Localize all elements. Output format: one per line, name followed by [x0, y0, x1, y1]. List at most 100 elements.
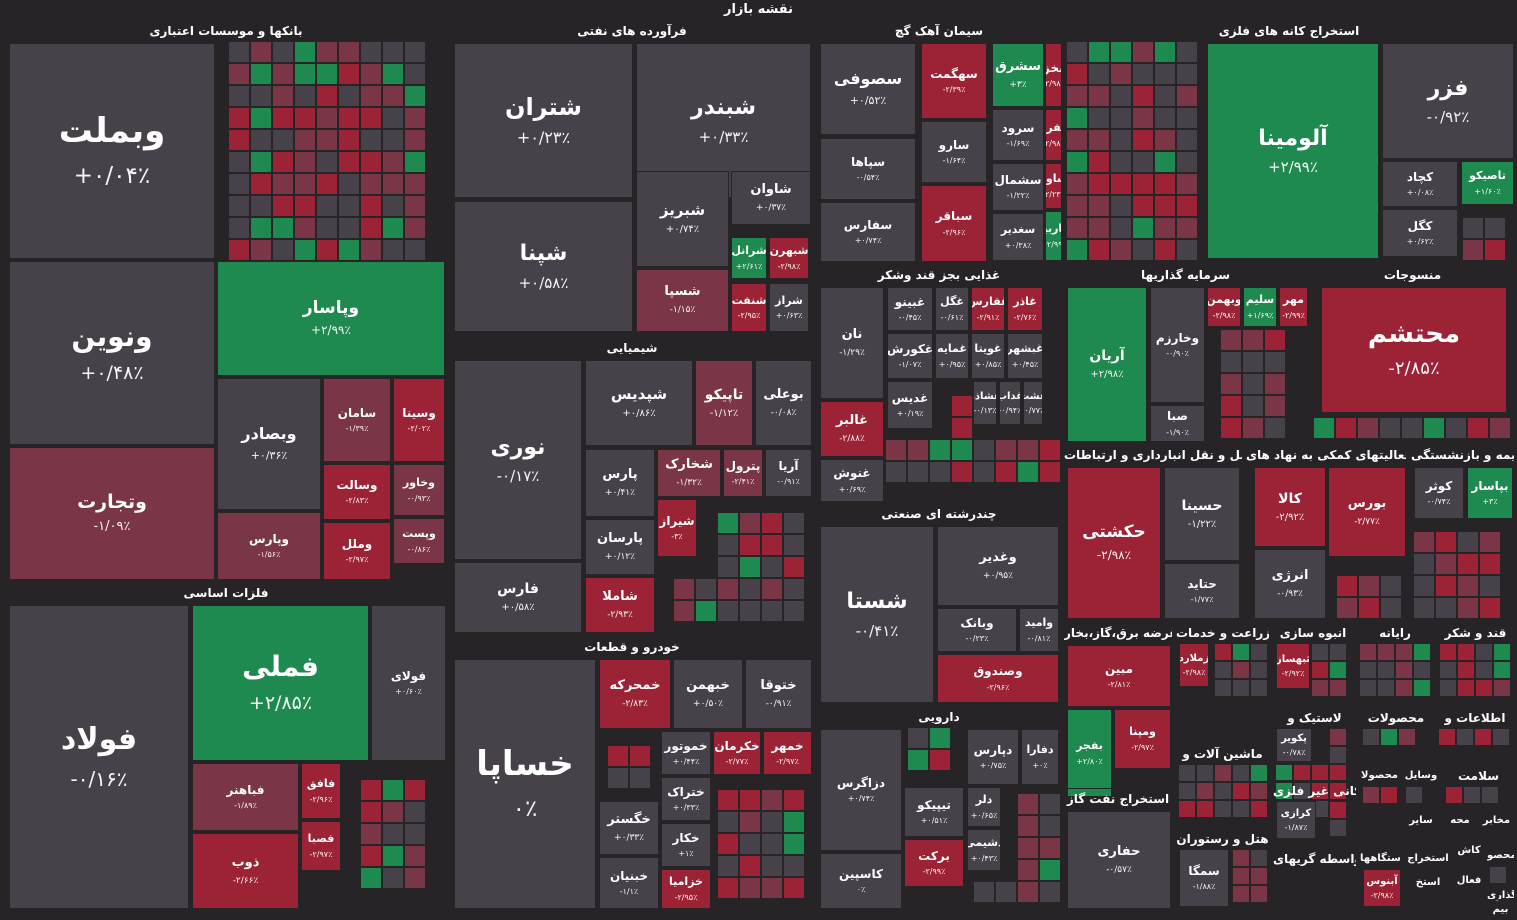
filler-tile[interactable] — [228, 41, 250, 63]
filler-tile[interactable] — [1293, 782, 1311, 800]
filler-tile[interactable] — [907, 439, 929, 461]
stock-tile[interactable]: خساپا ۰٪ — [454, 659, 596, 909]
filler-tile[interactable] — [272, 41, 294, 63]
stock-tile[interactable]: شستا -۰/۴۱٪ — [820, 526, 934, 703]
sector-34[interactable]: واسطه گریهای — [1272, 848, 1357, 870]
filler-tile[interactable] — [1176, 195, 1198, 217]
filler-tile[interactable] — [783, 600, 805, 622]
sector-9[interactable]: سرمایه گذاریها آریان +۲/۹۸٪ وبهمن -۲/۹۸٪ سلیم… — [1063, 264, 1308, 442]
filler-tile[interactable] — [250, 85, 272, 107]
stock-tile[interactable]: محتشم -۲/۸۵٪ — [1321, 287, 1507, 413]
filler-tile[interactable] — [1088, 107, 1110, 129]
filler-tile[interactable] — [382, 845, 404, 867]
filler-tile[interactable] — [228, 107, 250, 129]
filler-tile[interactable] — [382, 239, 404, 261]
filler-tile[interactable] — [717, 877, 739, 899]
filler-tile[interactable] — [1154, 41, 1176, 63]
stock-tile[interactable]: آبنوس -۲/۹۸٪ — [1363, 869, 1401, 907]
filler-tile[interactable] — [1457, 643, 1475, 661]
filler-tile[interactable] — [1413, 531, 1435, 553]
filler-tile[interactable] — [250, 217, 272, 239]
filler-tile[interactable] — [1264, 329, 1286, 351]
filler-tile[interactable] — [1017, 461, 1039, 483]
filler-tile[interactable] — [1462, 217, 1484, 239]
stock-tile[interactable]: دفارا +۰٪ — [1021, 729, 1059, 785]
filler-tile[interactable] — [1066, 173, 1088, 195]
filler-tile[interactable] — [294, 107, 316, 129]
filler-tile[interactable] — [995, 439, 1017, 461]
filler-tile[interactable] — [951, 461, 973, 483]
filler-tile[interactable] — [1463, 786, 1481, 804]
stock-tile[interactable]: وبهمن -۲/۹۸٪ — [1207, 287, 1241, 327]
filler-tile[interactable] — [404, 41, 426, 63]
filler-tile[interactable] — [382, 107, 404, 129]
filler-tile[interactable] — [783, 789, 805, 811]
sector-23[interactable]: اطلاعات و — [1435, 707, 1515, 762]
filler-tile[interactable] — [929, 439, 951, 461]
stock-tile[interactable]: سهگمت -۲/۳۹٪ — [921, 43, 987, 119]
filler-tile[interactable] — [1439, 679, 1457, 697]
sector-40[interactable]: محصو — [1486, 845, 1515, 885]
filler-tile[interactable] — [272, 151, 294, 173]
filler-tile[interactable] — [228, 173, 250, 195]
filler-tile[interactable] — [1467, 417, 1489, 439]
stock-tile[interactable]: کوثر -۰/۷۴٪ — [1414, 467, 1464, 519]
filler-tile[interactable] — [1132, 85, 1154, 107]
stock-tile[interactable]: ثبهساز -۲/۹۲٪ — [1276, 643, 1310, 689]
filler-tile[interactable] — [1017, 439, 1039, 461]
filler-tile[interactable] — [761, 578, 783, 600]
stock-tile[interactable]: کالا -۲/۹۲٪ — [1254, 467, 1326, 547]
stock-tile[interactable]: ختوقا -۰/۹۱٪ — [745, 659, 812, 729]
filler-tile[interactable] — [1017, 881, 1039, 903]
filler-tile[interactable] — [338, 195, 360, 217]
filler-tile[interactable] — [360, 173, 382, 195]
sector-3[interactable]: فرآورده های نفتی شتران +۰/۲۳٪ شبندر +۰/۳۳٪ شپ… — [450, 20, 814, 332]
filler-tile[interactable] — [1176, 41, 1198, 63]
stock-tile[interactable]: دلر +۰/۶۵٪ — [967, 787, 1001, 827]
filler-tile[interactable] — [1232, 800, 1250, 818]
stock-tile[interactable]: شپدیس +۰/۸۶٪ — [585, 360, 693, 446]
filler-tile[interactable] — [1154, 63, 1176, 85]
filler-tile[interactable] — [1275, 764, 1293, 782]
stock-tile[interactable]: شبهرن -۲/۹۸٪ — [769, 237, 809, 279]
filler-tile[interactable] — [250, 195, 272, 217]
filler-tile[interactable] — [885, 461, 907, 483]
filler-tile[interactable] — [783, 833, 805, 855]
filler-tile[interactable] — [338, 85, 360, 107]
sector-30[interactable]: سایر — [1402, 810, 1440, 845]
filler-tile[interactable] — [1457, 575, 1479, 597]
filler-tile[interactable] — [294, 151, 316, 173]
filler-tile[interactable] — [1379, 417, 1401, 439]
stock-tile[interactable]: سپاها -۰/۵۴٪ — [820, 138, 916, 200]
filler-tile[interactable] — [360, 801, 382, 823]
sector-25[interactable]: استخراج نفت گاز حفاری -۰/۵۷٪ — [1063, 788, 1173, 910]
filler-tile[interactable] — [1358, 575, 1380, 597]
filler-tile[interactable] — [360, 41, 382, 63]
filler-tile[interactable] — [1110, 173, 1132, 195]
stock-tile[interactable]: سغدیر +۰/۳۸٪ — [992, 213, 1044, 261]
stock-tile[interactable]: وسالت -۲/۸۳٪ — [323, 464, 391, 520]
filler-tile[interactable] — [717, 512, 739, 534]
filler-tile[interactable] — [761, 811, 783, 833]
filler-tile[interactable] — [1176, 239, 1198, 261]
filler-tile[interactable] — [382, 195, 404, 217]
filler-tile[interactable] — [951, 395, 973, 417]
filler-tile[interactable] — [1456, 728, 1474, 746]
filler-tile[interactable] — [1457, 661, 1475, 679]
filler-tile[interactable] — [1362, 728, 1380, 746]
filler-tile[interactable] — [1359, 679, 1377, 697]
stock-tile[interactable]: غمایه +۰/۹۵٪ — [935, 333, 969, 379]
filler-tile[interactable] — [1088, 217, 1110, 239]
filler-tile[interactable] — [1066, 107, 1088, 129]
sector-26[interactable]: کانی غیر فلزی کرازی -۱/۸۷٪ — [1272, 780, 1357, 840]
sector-38[interactable]: کاش — [1454, 840, 1484, 870]
sector-18[interactable]: انبوه سازی ثبهساز -۲/۹۲٪ — [1272, 622, 1354, 714]
filler-tile[interactable] — [1132, 129, 1154, 151]
stock-tile[interactable]: شخارک -۱/۳۲٪ — [657, 449, 721, 497]
filler-tile[interactable] — [1311, 764, 1329, 782]
filler-tile[interactable] — [1220, 417, 1242, 439]
filler-tile[interactable] — [382, 217, 404, 239]
filler-tile[interactable] — [316, 217, 338, 239]
filler-tile[interactable] — [1329, 661, 1347, 679]
stock-tile[interactable]: فافق -۲/۹۶٪ — [301, 763, 341, 819]
